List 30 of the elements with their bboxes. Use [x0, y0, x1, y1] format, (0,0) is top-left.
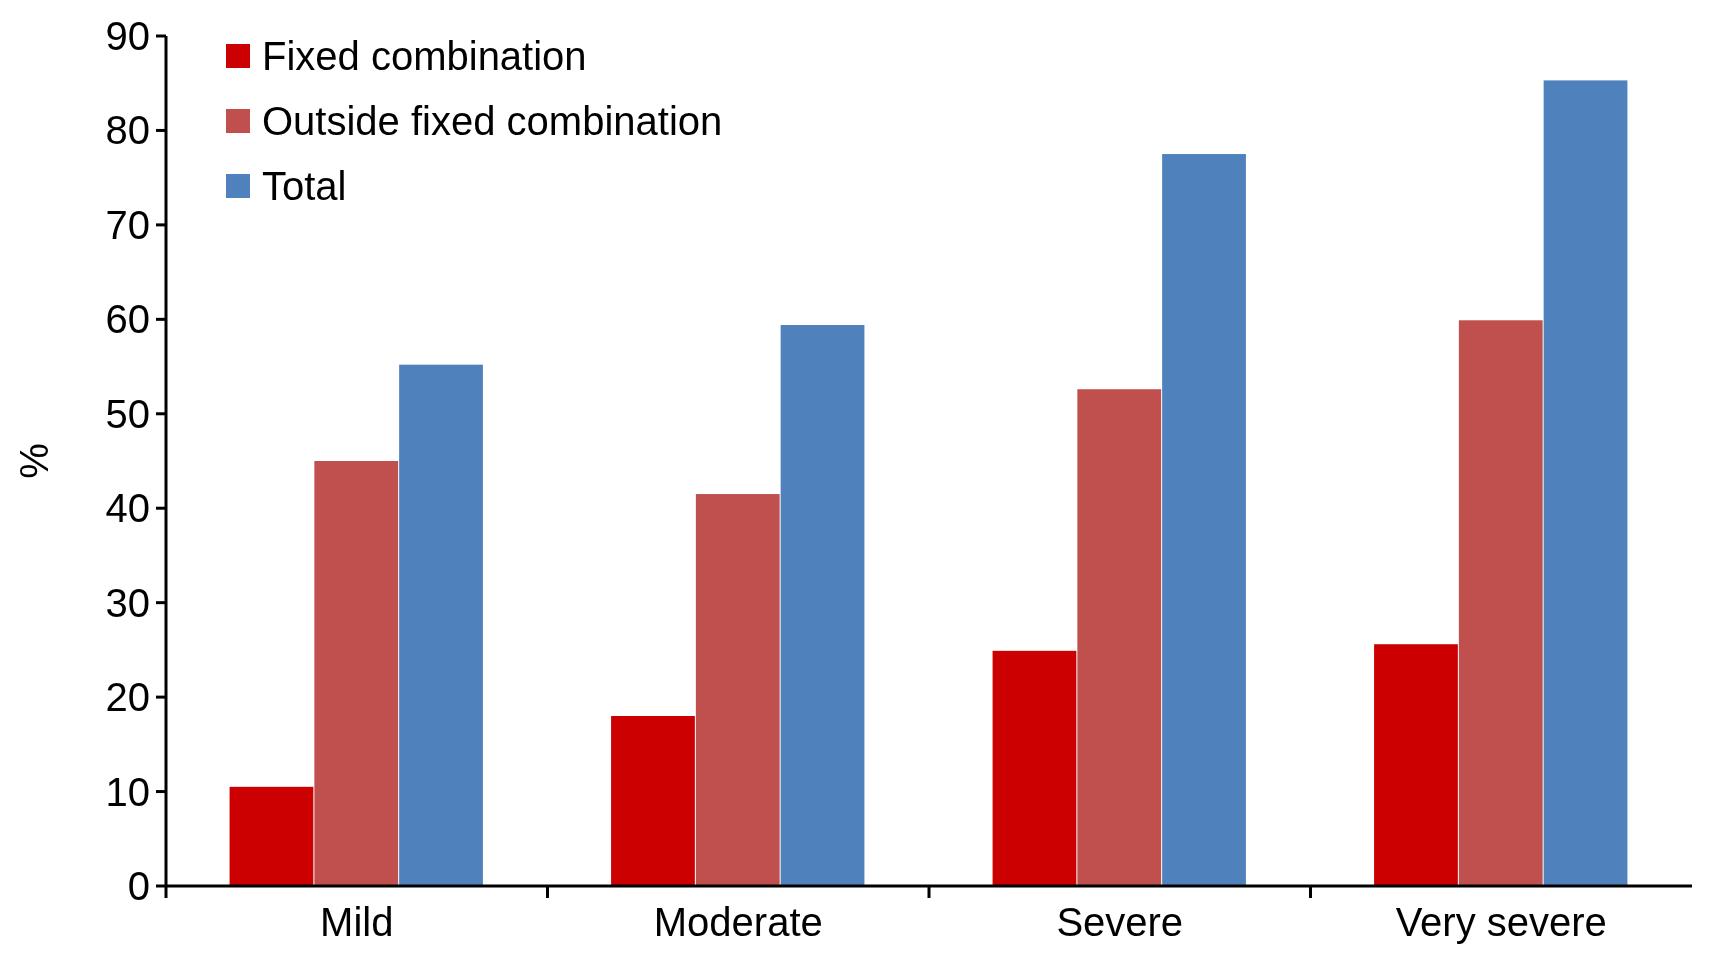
- x-tick-label: Severe: [1056, 900, 1184, 944]
- bar: [1162, 154, 1246, 886]
- x-tick-label: Mild: [320, 900, 394, 944]
- bar: [229, 786, 314, 886]
- x-tick-label: Moderate: [653, 900, 823, 944]
- x-tick-label: Very severe: [1395, 900, 1607, 944]
- y-tick-label: 60: [105, 297, 150, 342]
- bar: [1458, 320, 1543, 886]
- y-tick-label: 10: [105, 769, 150, 814]
- y-tick-label: 30: [105, 580, 150, 625]
- bar: [314, 461, 399, 886]
- bar: [780, 325, 865, 886]
- y-axis-title: %: [12, 443, 56, 479]
- legend-label: Outside fixed combination: [262, 99, 723, 143]
- legend-label: Fixed combination: [262, 34, 587, 78]
- bar: [1543, 80, 1628, 886]
- y-tick-label: 90: [105, 14, 150, 58]
- bar: [1374, 644, 1458, 886]
- y-tick-label: 80: [105, 108, 150, 153]
- y-tick-label: 0: [127, 864, 150, 908]
- legend-label: Total: [262, 164, 347, 208]
- y-tick-label: 50: [105, 391, 150, 436]
- y-tick-label: 20: [105, 675, 150, 720]
- bar: [695, 494, 780, 886]
- bar: [992, 650, 1077, 886]
- bar: [399, 364, 483, 886]
- y-tick-label: 70: [105, 202, 150, 247]
- bar: [611, 716, 695, 886]
- bar: [1077, 389, 1162, 886]
- y-tick-label: 40: [105, 486, 150, 531]
